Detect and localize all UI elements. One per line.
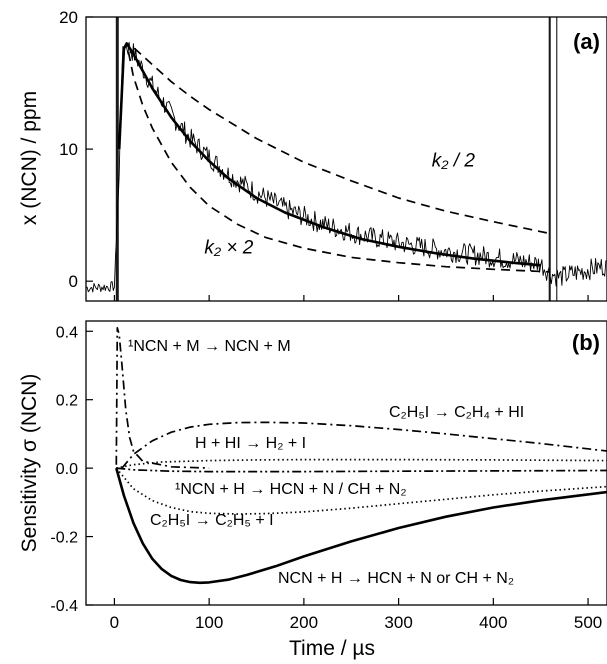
panel-b: -0.4 -0.2 0.0 0.2 0.4 0 100 200 300 400 500 (b) S… <box>18 320 607 660</box>
panel-b-y-tick-label-0: -0.4 <box>50 598 78 615</box>
panel-b-series-5-line <box>115 467 607 585</box>
panel-b-x-ticks: 0 100 200 300 400 500 <box>110 598 602 632</box>
panel-a-marks <box>85 17 607 301</box>
panel-b-series-label-1: C₂H₅I → C₂H₄ + HI <box>389 404 524 421</box>
panel-b-series-3-line <box>116 467 607 473</box>
panel-b-label: (b) <box>572 330 600 355</box>
panel-b-frame <box>85 320 607 606</box>
panel-b-series-0-line <box>115 326 210 469</box>
panel-a-y-tick-label-0: 0 <box>69 272 78 291</box>
x-axis-label: Time / µs <box>289 637 375 660</box>
panel-a-annotation-1: k₂ × 2 <box>204 237 253 258</box>
panel-a-annotation-0: k₂ / 2 <box>432 150 476 171</box>
panel-b-series-label-5: NCN + H → HCN + N or CH + N₂ <box>278 570 514 587</box>
panel-b-series-1-line <box>121 421 607 469</box>
panel-a-y-tick-label-1: 10 <box>59 140 78 159</box>
panel-b-series-label-0: ¹NCN + M → NCN + M <box>128 338 291 355</box>
panel-b-y-ticks: -0.4 -0.2 0.0 0.2 0.4 <box>50 324 93 615</box>
panel-b-series-2-line <box>116 458 607 469</box>
panel-b-y-tick-label-3: 0.2 <box>56 393 78 410</box>
panel-b-y-tick-label-2: 0.0 <box>56 461 78 478</box>
panel-a-frame <box>85 16 607 302</box>
panel-b-series-label-2: H + HI → H₂ + I <box>195 435 306 452</box>
x-tick-label-2: 200 <box>290 613 318 632</box>
panel-a-label: (a) <box>573 29 600 54</box>
panel-b-y-tick-label-4: 0.4 <box>56 324 78 341</box>
panel-a-series-3-line <box>123 42 551 273</box>
panel-a-series-0-line <box>85 41 607 293</box>
panel-a-y-tick-label-2: 20 <box>59 8 78 27</box>
panel-b-y-axis-label: Sensitivity σ (NCN) <box>18 374 41 553</box>
panel-b-y-tick-label-1: -0.2 <box>50 530 78 547</box>
x-tick-label-5: 500 <box>574 613 602 632</box>
panel-a-series-1-line <box>117 42 541 267</box>
panel-b-series-label-4: C₂H₅I → C₂H₅ + I <box>150 512 274 529</box>
panel-a-annotations: k₂ / 2 k₂ × 2 <box>204 150 475 258</box>
panel-a-y-axis-label: x (NCN) / ppm <box>18 91 41 225</box>
x-tick-label-3: 300 <box>384 613 412 632</box>
x-tick-label-0: 0 <box>110 613 119 632</box>
x-tick-label-4: 400 <box>479 613 507 632</box>
panel-a: 0 10 20 (a) x (NCN) / ppm k₂ / 2 k₂ × 2 <box>18 8 607 302</box>
x-tick-label-1: 100 <box>195 613 223 632</box>
panel-b-series-labels: ¹NCN + M → NCN + M C₂H₅I → C₂H₄ + HI H + H… <box>128 338 524 587</box>
panel-a-series-2-line <box>123 42 551 235</box>
panel-b-marks <box>115 326 607 585</box>
panel-b-series-label-3: ¹NCN + H → HCN + N / CH + N₂ <box>175 481 407 498</box>
panel-a-y-ticks: 0 10 20 <box>59 8 589 301</box>
